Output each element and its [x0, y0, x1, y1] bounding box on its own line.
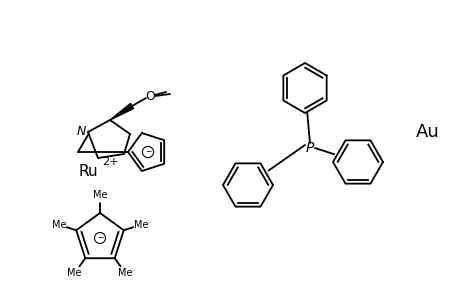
Text: Me: Me [118, 268, 132, 278]
Text: N: N [76, 124, 85, 137]
Polygon shape [110, 103, 133, 120]
Text: Me: Me [67, 268, 82, 278]
Text: Me: Me [134, 220, 148, 230]
Text: Au: Au [415, 123, 439, 141]
Text: −: − [96, 233, 103, 242]
Text: Ru: Ru [78, 164, 98, 179]
Text: 2+: 2+ [102, 157, 118, 167]
Text: O: O [145, 89, 155, 103]
Text: methyl: methyl [168, 92, 173, 93]
Text: Me: Me [93, 190, 107, 200]
Text: Me: Me [52, 220, 66, 230]
Text: −: − [145, 148, 151, 157]
Text: P: P [305, 141, 313, 155]
